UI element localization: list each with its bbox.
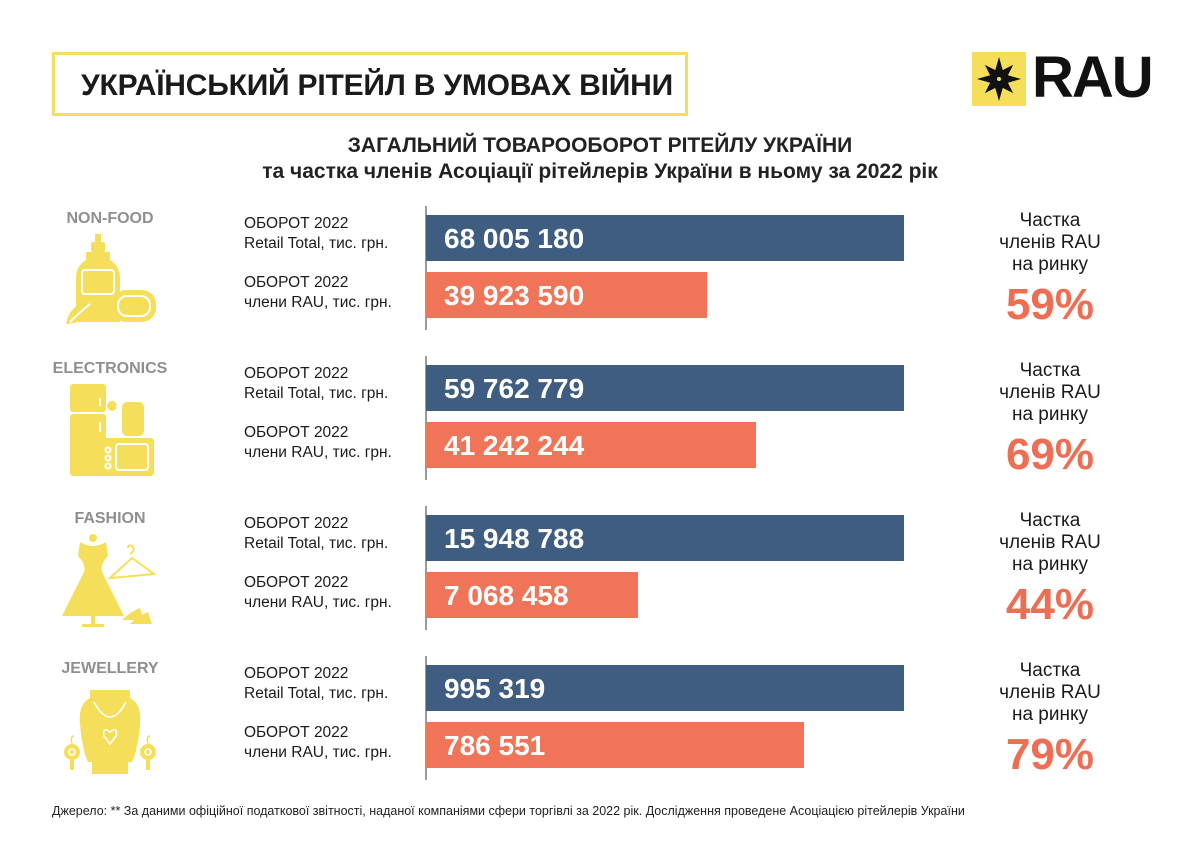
share-label: Частка членів RAU на ринку <box>999 210 1101 275</box>
share-value: 44% <box>1005 580 1095 629</box>
dress-mannequin-icon <box>60 530 160 630</box>
rau-series-label: ОБОРОТ 2022 члени RAU, тис. грн. <box>244 724 392 761</box>
appliances-icon <box>60 380 160 480</box>
category-label: JEWELLERY <box>61 660 159 677</box>
total-bar-value: 68 005 180 <box>444 223 585 254</box>
rau-bar-value: 41 242 244 <box>444 430 585 461</box>
share-label: Частка членів RAU на ринку <box>999 660 1101 725</box>
axis-line <box>425 206 427 330</box>
total-bar-value: 995 319 <box>444 673 546 704</box>
share-label: Частка членів RAU на ринку <box>999 360 1101 425</box>
logo-star-icon <box>972 52 1026 106</box>
necklace-bust-icon <box>60 680 160 780</box>
page-title: УКРАЇНСЬКИЙ РІТЕЙЛ В УМОВАХ ВІЙНИ <box>81 69 673 102</box>
total-bar: 995 319 <box>426 665 904 711</box>
rau-logo: RAU <box>972 48 1154 108</box>
total-bar: 15 948 788 <box>426 515 904 561</box>
total-bar: 59 762 779 <box>426 365 904 411</box>
source-note: Джерело: ** За даними офіційної податков… <box>52 804 965 818</box>
cleaning-products-icon <box>60 230 160 330</box>
share-value: 79% <box>1005 730 1095 779</box>
share-value: 59% <box>1005 280 1095 329</box>
chart-title: ЗАГАЛЬНИЙ ТОВАРООБОРОТ РІТЕЙЛУ УКРАЇНИ <box>347 134 853 157</box>
category-label: NON-FOOD <box>66 210 154 227</box>
category-section: FASHION ОБОРОТ 2022 Retail Total, тис. грн… <box>0 500 1200 640</box>
share-label: Частка членів RAU на ринку <box>999 510 1101 575</box>
total-bar-value: 59 762 779 <box>444 373 585 404</box>
rau-bar: 7 068 458 <box>426 572 638 618</box>
axis-line <box>425 356 427 480</box>
rau-series-label: ОБОРОТ 2022 члени RAU, тис. грн. <box>244 274 392 311</box>
category-section: NON-FOOD ОБОРОТ 2022 Retail Total, тис. гр… <box>0 200 1200 340</box>
rau-bar-value: 7 068 458 <box>444 580 569 611</box>
title-box: УКРАЇНСЬКИЙ РІТЕЙЛ В УМОВАХ ВІЙНИ <box>52 52 688 116</box>
category-section: ELECTRONICS ОБОРОТ 2022 Retail Total, тис.… <box>0 350 1200 490</box>
rau-series-label: ОБОРОТ 2022 члени RAU, тис. грн. <box>244 424 392 461</box>
axis-line <box>425 506 427 630</box>
total-series-label: ОБОРОТ 2022 Retail Total, тис. грн. <box>244 215 389 252</box>
rau-bar-value: 39 923 590 <box>444 280 585 311</box>
rau-bar: 39 923 590 <box>426 272 707 318</box>
total-series-label: ОБОРОТ 2022 Retail Total, тис. грн. <box>244 665 389 702</box>
share-value: 69% <box>1005 430 1095 479</box>
total-series-label: ОБОРОТ 2022 Retail Total, тис. грн. <box>244 515 389 552</box>
chart-subtitle: та частка членів Асоціації рітейлерів Ук… <box>262 160 938 183</box>
total-series-label: ОБОРОТ 2022 Retail Total, тис. грн. <box>244 365 389 402</box>
rau-bar: 41 242 244 <box>426 422 756 468</box>
category-section: JEWELLERY ОБОРОТ 2022 Retail Total, тис. г… <box>0 650 1200 790</box>
category-label: ELECTRONICS <box>52 360 168 377</box>
rau-bar-value: 786 551 <box>444 730 546 761</box>
axis-line <box>425 656 427 780</box>
logo-text: RAU <box>1032 45 1154 110</box>
rau-bar: 786 551 <box>426 722 804 768</box>
total-bar: 68 005 180 <box>426 215 904 261</box>
rau-series-label: ОБОРОТ 2022 члени RAU, тис. грн. <box>244 574 392 611</box>
total-bar-value: 15 948 788 <box>444 523 585 554</box>
category-label: FASHION <box>74 510 146 527</box>
